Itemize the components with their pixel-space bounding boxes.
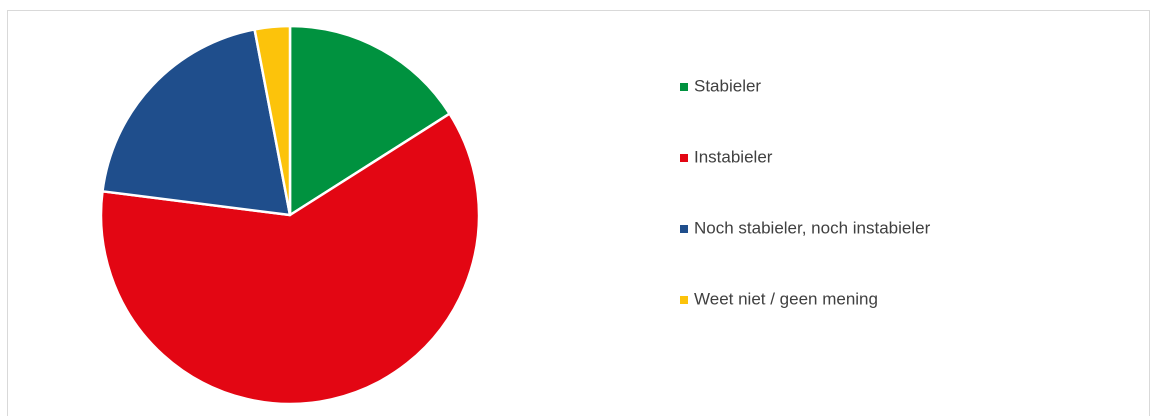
legend-label: Instabieler (694, 147, 773, 166)
pie-slice (288, 24, 451, 217)
legend-swatch (680, 296, 688, 304)
legend-label: Stabieler (694, 76, 761, 95)
legend-swatch (680, 225, 688, 233)
pie-slice (253, 24, 292, 217)
legend-swatch (680, 154, 688, 162)
legend-label: Weet niet / geen mening (694, 289, 878, 308)
legend-label: Noch stabieler, noch instabieler (694, 218, 931, 237)
legend-swatch (680, 83, 688, 91)
chart-border (7, 10, 1150, 416)
pie-slice (101, 28, 292, 217)
pie-slice (99, 112, 481, 406)
